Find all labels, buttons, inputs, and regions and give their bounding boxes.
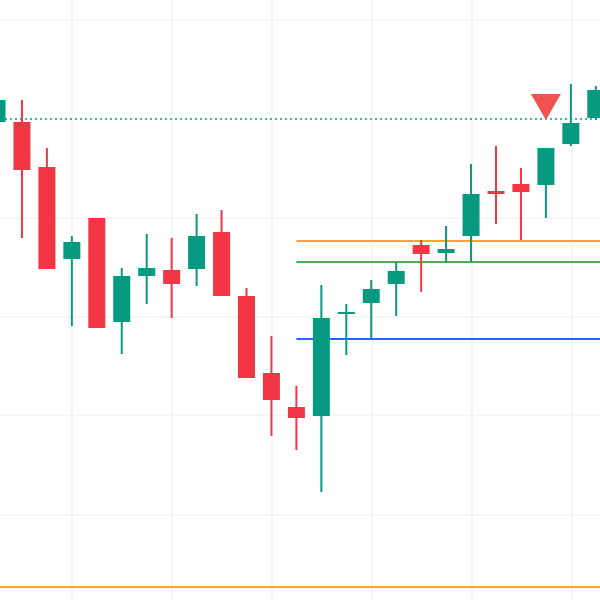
candle-body xyxy=(287,407,305,418)
candle-body xyxy=(238,296,255,378)
candle-body xyxy=(38,167,56,269)
candle-body xyxy=(337,312,355,314)
candle-body xyxy=(362,289,380,303)
candle-body xyxy=(512,184,530,192)
candle-body xyxy=(163,270,181,284)
candle-body xyxy=(312,318,330,416)
candle-body xyxy=(437,249,455,253)
candle-body xyxy=(412,245,430,254)
candle-body xyxy=(462,194,480,236)
signal-marker xyxy=(530,94,561,120)
candle-body xyxy=(138,268,156,276)
candle-body xyxy=(13,122,31,170)
candle-body xyxy=(587,90,600,118)
candle-body xyxy=(0,100,6,122)
candle-body xyxy=(88,218,106,328)
candle-body xyxy=(188,236,206,269)
candle-body xyxy=(113,276,131,322)
candle-body xyxy=(63,242,81,259)
candle-body xyxy=(387,271,405,284)
candle-body xyxy=(262,373,280,400)
candle-body xyxy=(562,123,580,144)
candle-body xyxy=(487,191,505,194)
candle-body xyxy=(213,232,231,296)
candle-body xyxy=(537,148,555,185)
